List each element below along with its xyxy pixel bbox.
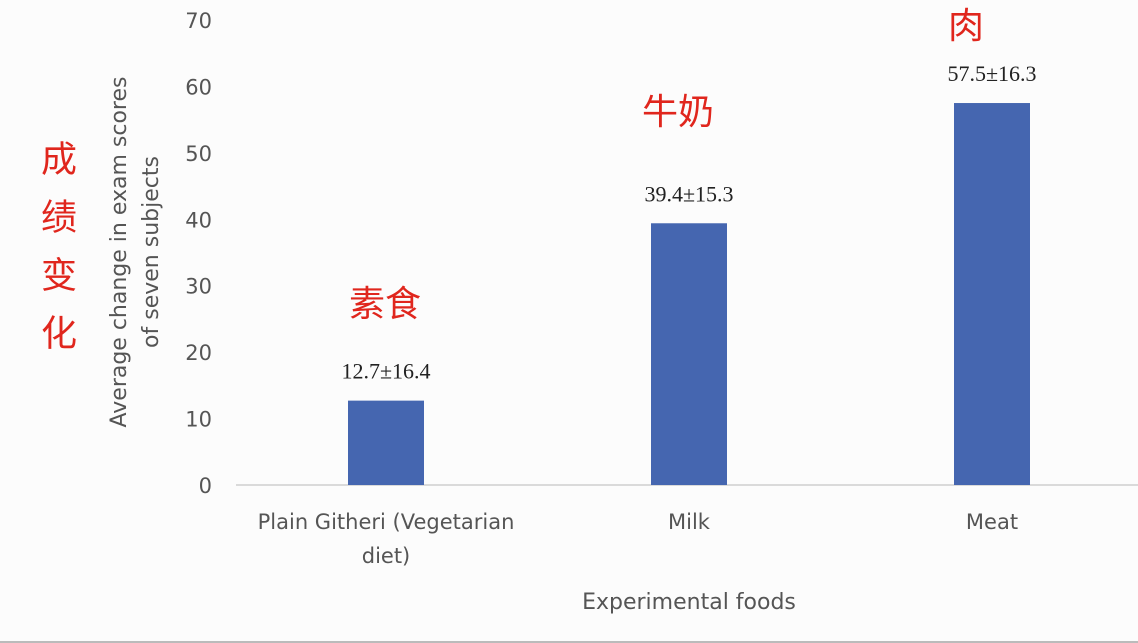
- x-tick-label: diet): [362, 544, 411, 568]
- bar: [651, 223, 727, 485]
- x-tick-label: Milk: [668, 510, 711, 534]
- x-tick-label: Meat: [966, 510, 1018, 534]
- data-label: 57.5±16.3: [947, 61, 1036, 86]
- x-tick-label: Plain Githeri (Vegetarian: [258, 510, 515, 534]
- y-tick-label: 10: [185, 408, 212, 432]
- y-tick-label: 30: [185, 275, 212, 299]
- y-tick-label: 60: [185, 75, 212, 99]
- cn-bar-annotation: 牛奶: [642, 92, 714, 133]
- y-tick-label: 50: [185, 142, 212, 166]
- cn-bar-annotation: 素食: [349, 284, 421, 325]
- y-tick-label: 0: [199, 474, 212, 498]
- y-axis-title: of seven subjects: [139, 156, 164, 348]
- cn-ylabel-annotation: 成绩变化: [35, 140, 76, 372]
- data-label: 12.7±16.4: [341, 359, 430, 384]
- data-label: 39.4±15.3: [644, 181, 733, 206]
- y-axis-title: Average change in exam scores: [107, 77, 132, 428]
- bar: [954, 103, 1030, 486]
- y-tick-label: 40: [185, 208, 212, 232]
- bar: [348, 400, 424, 485]
- cn-bar-annotation: 肉: [948, 6, 984, 47]
- bottom-divider: [0, 641, 1138, 643]
- y-tick-label: 70: [185, 9, 212, 33]
- y-tick-label: 20: [185, 341, 212, 365]
- x-axis-title: Experimental foods: [582, 590, 796, 615]
